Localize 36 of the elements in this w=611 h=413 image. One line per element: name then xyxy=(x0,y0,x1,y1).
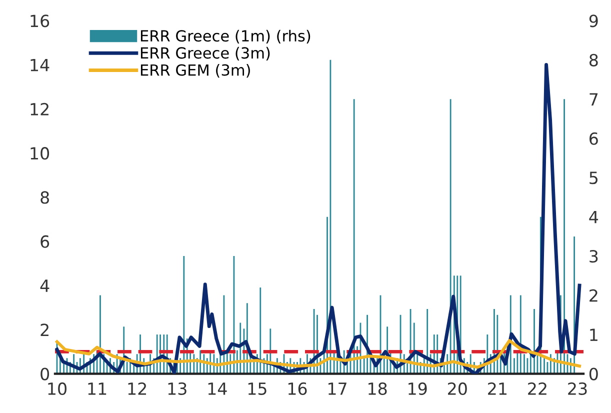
y2-tick-label: 4 xyxy=(589,211,598,224)
x-tick-label: 14 xyxy=(208,382,227,395)
y-tick-label: 12 xyxy=(30,102,48,116)
x-tick-label: 15 xyxy=(248,382,266,395)
x-tick-label: 19 xyxy=(408,382,427,395)
y2-tick-label: 3 xyxy=(590,250,598,263)
y-tick-label: 16 xyxy=(30,14,50,28)
y2-tick-label: 0 xyxy=(589,368,598,380)
y2-tick-label: 7 xyxy=(590,93,598,106)
x-tick-label: 12 xyxy=(128,382,146,395)
x-tick-label: 11 xyxy=(88,382,106,395)
y2-tick-label: 6 xyxy=(590,132,598,145)
y2-tick-label: 8 xyxy=(589,54,598,66)
y-tick-label: 6 xyxy=(40,235,50,248)
legend-label: ERR Greece (3m) xyxy=(140,46,270,61)
legend-label: ERR GEM (3m) xyxy=(140,64,250,78)
y-tick-label: 2 xyxy=(40,324,48,336)
y-tick-label: 14 xyxy=(30,58,50,72)
x-tick-label: 22 xyxy=(528,382,546,395)
y-tick-label: 8 xyxy=(40,191,49,204)
y2-tick-label: 2 xyxy=(590,289,598,302)
y2-tick-label: 1 xyxy=(590,328,598,341)
legend-label: ERR Greece (1m) (rhs) xyxy=(140,30,310,44)
x-tick-label: 18 xyxy=(368,382,387,395)
y-tick-label: 10 xyxy=(30,147,50,160)
x-tick-label: 20 xyxy=(448,382,467,395)
x-tick-label: 23 xyxy=(568,382,587,395)
y-tick-label: 0 xyxy=(40,368,50,380)
x-tick-label: 16 xyxy=(288,382,307,395)
y2-tick-label: 5 xyxy=(590,172,598,184)
x-tick-label: 21 xyxy=(488,382,506,395)
y2-tick-label: 9 xyxy=(589,14,598,28)
x-tick-label: 17 xyxy=(328,382,346,395)
line-series xyxy=(55,63,582,374)
y-tick-label: 4 xyxy=(40,280,50,292)
x-tick-label: 13 xyxy=(168,382,186,395)
